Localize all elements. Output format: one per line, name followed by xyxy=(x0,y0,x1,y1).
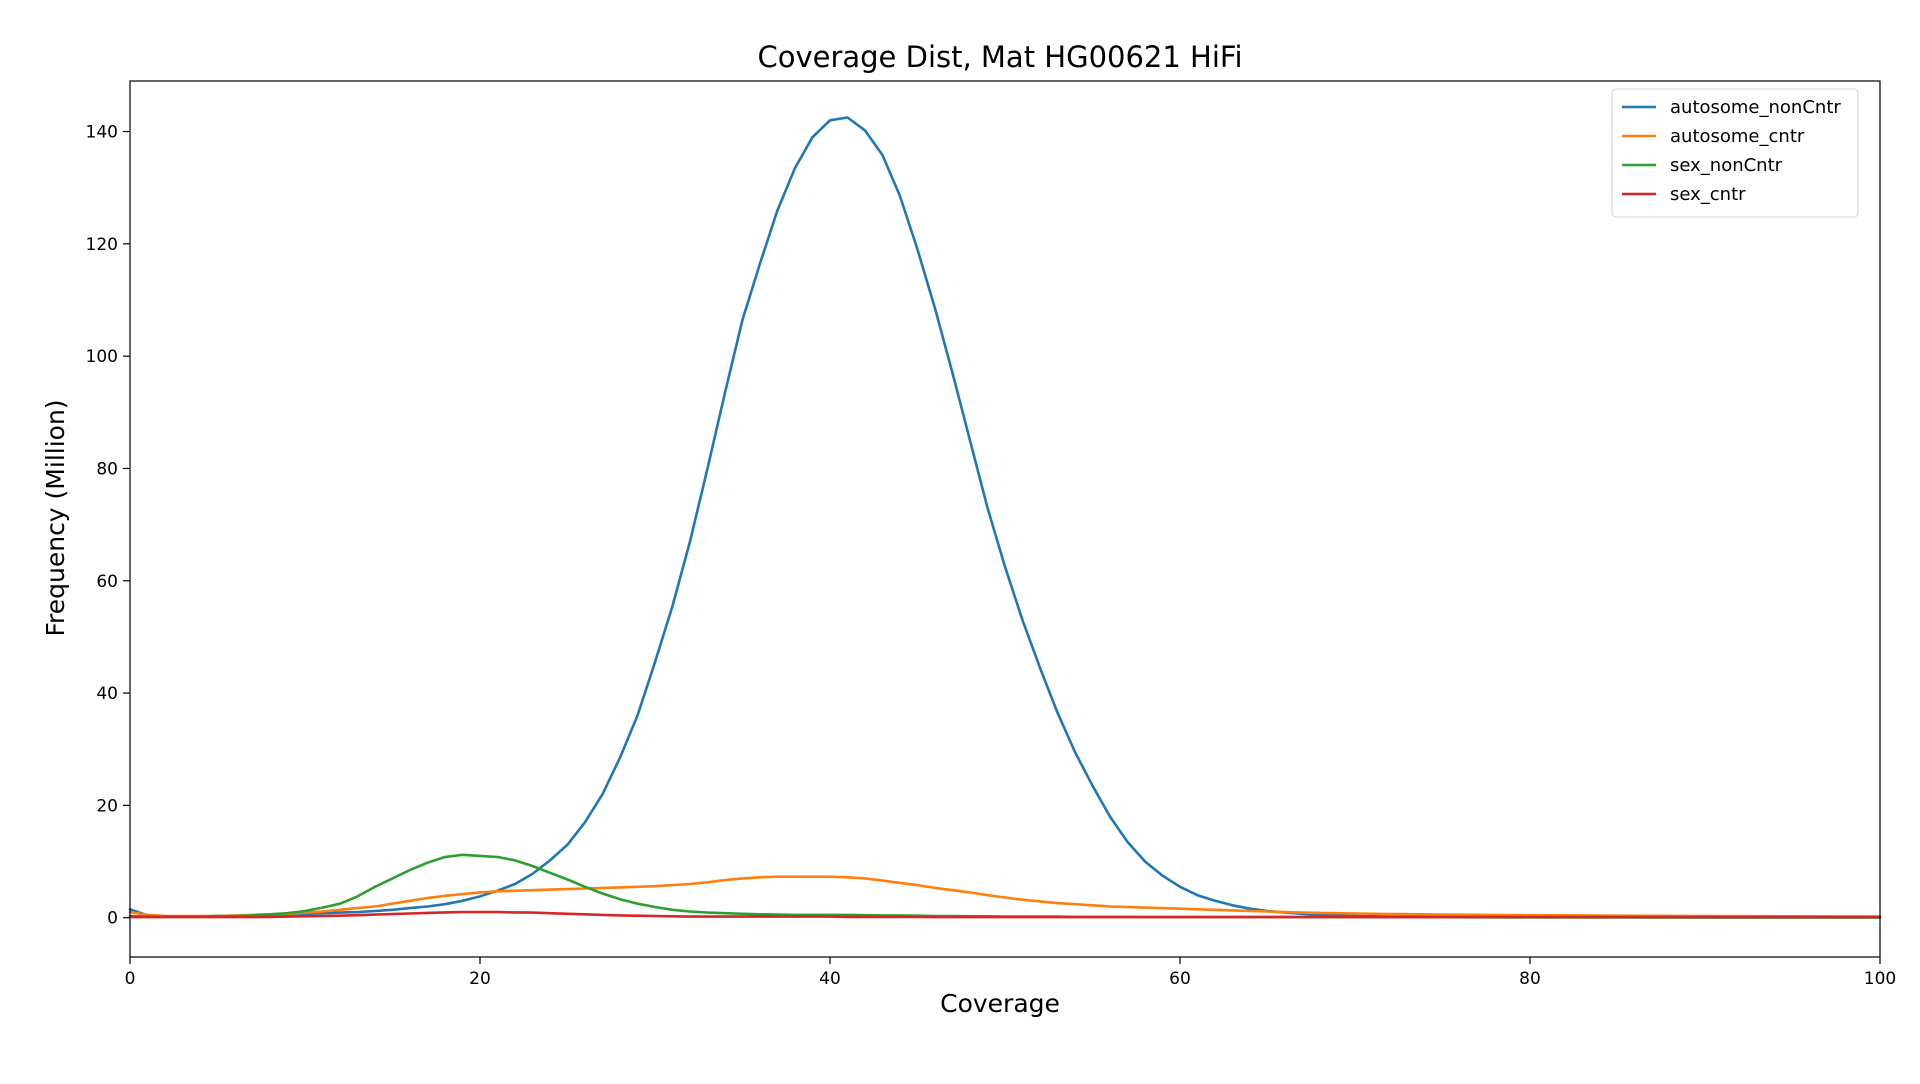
plot-frame xyxy=(129,80,1881,958)
x-tick-label: 40 xyxy=(819,969,841,989)
y-tick-label: 80 xyxy=(96,459,118,479)
chart-title: Coverage Dist, Mat HG00621 HiFi xyxy=(757,40,1242,74)
x-axis: 0 20 40 60 80 100 xyxy=(125,957,1896,989)
legend-label: autosome_cntr xyxy=(1670,126,1805,147)
x-tick-label: 100 xyxy=(1864,969,1896,989)
y-axis: 0 20 40 60 80 100 120 140 xyxy=(86,123,130,929)
x-tick-label: 80 xyxy=(1519,969,1541,989)
legend-label: sex_nonCntr xyxy=(1670,155,1783,176)
y-tick-label: 0 xyxy=(107,909,118,929)
y-tick-label: 120 xyxy=(86,235,118,255)
legend-box xyxy=(1611,88,1859,218)
legend-label: sex_cntr xyxy=(1670,184,1746,205)
y-axis-label: Frequency (Million) xyxy=(41,399,70,636)
series-line-sex-noncntr xyxy=(128,853,1882,919)
x-tick-label: 60 xyxy=(1169,969,1191,989)
legend: autosome_nonCntr autosome_cntr sex_nonCntr… xyxy=(1611,88,1859,218)
series-line-autosome-noncntr xyxy=(128,116,1882,919)
x-axis-label: Coverage xyxy=(940,989,1060,1018)
x-tick-label: 20 xyxy=(469,969,491,989)
y-tick-label: 20 xyxy=(96,796,118,816)
y-tick-label: 40 xyxy=(96,684,118,704)
series-line-autosome-cntr xyxy=(128,875,1882,918)
series-layer xyxy=(128,116,1882,919)
series-line-sex-cntr xyxy=(128,910,1882,919)
y-tick-label: 140 xyxy=(86,123,118,143)
legend-label: autosome_nonCntr xyxy=(1670,97,1841,118)
x-tick-label: 0 xyxy=(125,969,136,989)
y-tick-label: 60 xyxy=(96,572,118,592)
y-tick-label: 100 xyxy=(86,347,118,367)
